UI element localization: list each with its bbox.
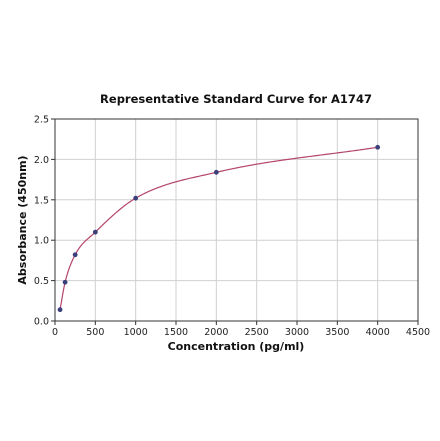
fit-curve [59, 146, 378, 310]
y-tick-label: 2.5 [34, 115, 49, 126]
x-tick-label: 3500 [325, 327, 349, 338]
data-points-layer [57, 144, 381, 313]
x-axis-label: Concentration (pg/ml) [168, 340, 305, 353]
x-tick-label: 2000 [204, 327, 228, 338]
data-point [213, 169, 219, 175]
y-axis-ticks: 0.0 0.5 1.0 1.5 2.0 2.5 [34, 115, 55, 328]
y-tick-label: 0.0 [34, 317, 49, 328]
y-tick-label: 1.5 [34, 195, 49, 206]
x-axis-ticks: 0 500 1000 1500 2000 2500 3000 3500 4000 4500 [52, 321, 430, 338]
x-tick-label: 3000 [285, 327, 309, 338]
y-axis-label: Absorbance (450nm) [16, 155, 29, 284]
grid [55, 119, 418, 321]
data-point [57, 307, 63, 313]
x-tick-label: 4500 [406, 327, 430, 338]
x-tick-label: 0 [52, 327, 58, 338]
chart-title: Representative Standard Curve for A1747 [100, 92, 372, 106]
data-point [133, 195, 139, 201]
x-tick-label: 4000 [366, 327, 390, 338]
fit-curve-layer [59, 146, 378, 310]
x-tick-label: 1000 [124, 327, 148, 338]
data-point [92, 229, 98, 235]
x-tick-label: 2500 [245, 327, 269, 338]
data-point [375, 144, 381, 150]
x-tick-label: 500 [86, 327, 104, 338]
y-tick-label: 2.0 [34, 155, 49, 166]
data-point [72, 252, 78, 258]
y-tick-label: 1.0 [34, 236, 49, 247]
data-point [62, 279, 68, 285]
x-tick-label: 1500 [164, 327, 188, 338]
y-tick-label: 0.5 [34, 276, 49, 287]
plot-frame [54, 118, 419, 322]
